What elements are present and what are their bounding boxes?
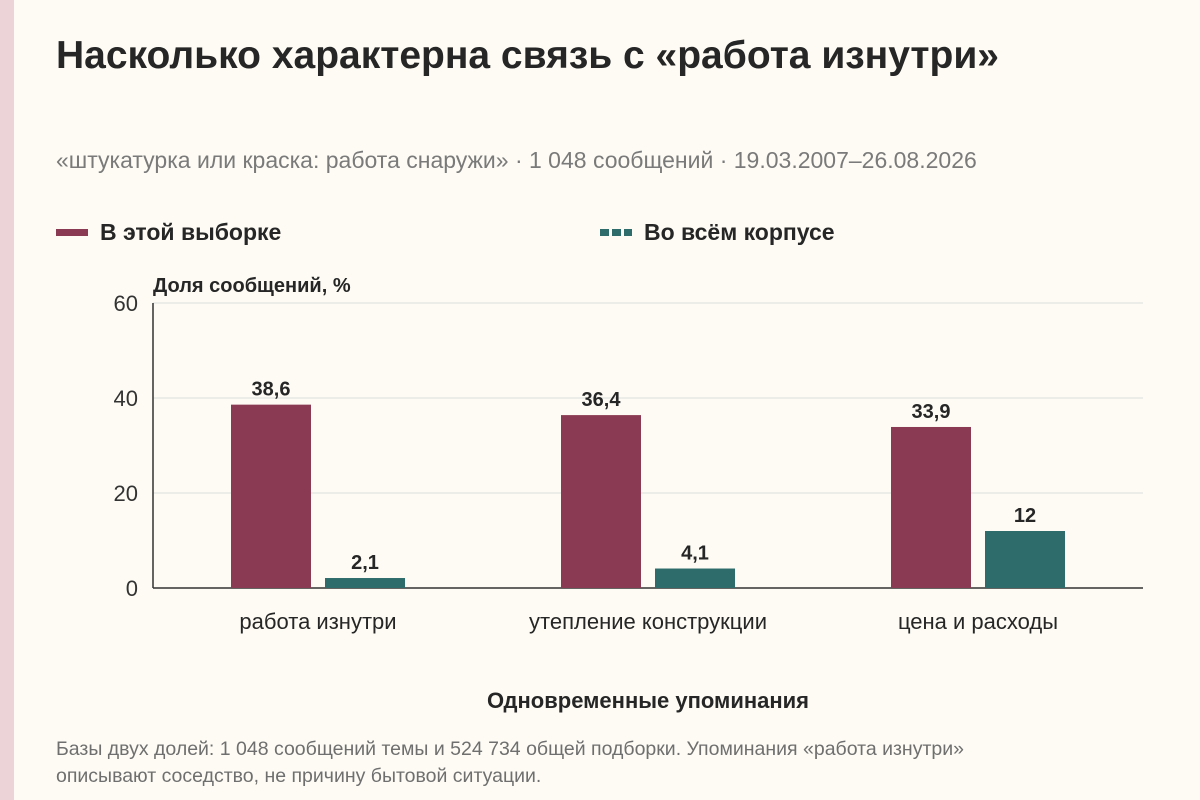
x-tick-label: утепление конструкции xyxy=(529,609,767,634)
bar-corpus xyxy=(985,531,1065,588)
legend-label-sample: В этой выборке xyxy=(100,219,282,245)
bar-corpus xyxy=(655,568,735,588)
footnote: Базы двух долей: 1 048 сообщений темы и … xyxy=(56,738,964,787)
y-tick-label: 60 xyxy=(114,291,138,316)
bar-corpus xyxy=(325,578,405,588)
y-tick-label: 40 xyxy=(114,386,138,411)
bar-sample xyxy=(561,415,641,588)
y-tick-label: 0 xyxy=(126,576,138,601)
legend-swatch-sample xyxy=(56,229,88,236)
chart-subtitle: «штукатурка или краска: работа снаружи» … xyxy=(56,147,977,173)
bar-value-label: 4,1 xyxy=(681,543,709,565)
bar-chart: 0 20 40 60 Доля сообщений, % 38,6 2,1 работа из… xyxy=(114,275,1143,713)
bar-sample xyxy=(231,404,311,588)
bar-value-label: 12 xyxy=(1014,505,1036,527)
bar-value-label: 38,6 xyxy=(252,379,291,401)
legend-swatch-corpus xyxy=(600,229,632,236)
x-tick-label: цена и расходы xyxy=(898,609,1058,634)
legend-item-sample: В этой выборке xyxy=(56,219,281,246)
legend-label-corpus: Во всём корпусе xyxy=(644,219,835,245)
left-accent-stripe xyxy=(0,0,14,800)
legend-item-corpus: Во всём корпусе xyxy=(600,219,835,246)
chart-title: Насколько характерна связь с «работа изн… xyxy=(56,34,999,77)
y-axis-label: Доля сообщений, % xyxy=(153,275,351,297)
bar-value-label: 33,9 xyxy=(912,401,951,423)
y-tick-label: 20 xyxy=(114,481,138,506)
bar-value-label: 36,4 xyxy=(582,389,622,411)
x-axis-label: Одновременные упоминания xyxy=(487,688,809,713)
x-tick-label: работа изнутри xyxy=(239,609,396,634)
bar-sample xyxy=(891,426,971,588)
bar-value-label: 2,1 xyxy=(351,552,379,574)
